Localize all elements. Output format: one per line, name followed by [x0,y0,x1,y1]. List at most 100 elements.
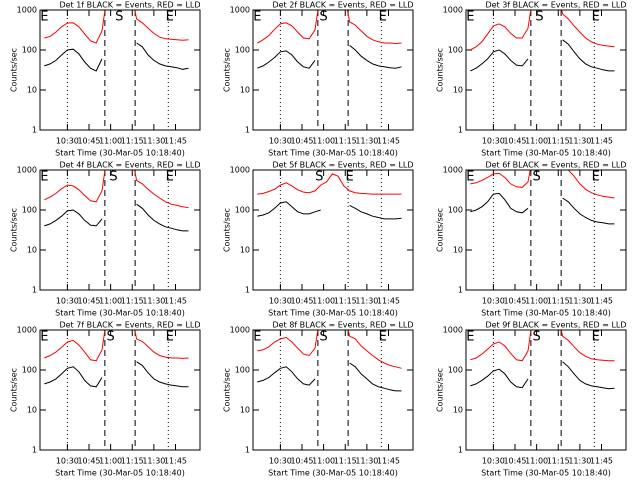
y-tick-label: 1 [245,446,250,455]
series-line [44,42,189,72]
x-tick-label: 10:30 [56,137,79,146]
plot-frame [465,9,627,131]
chart-title: Det 1f BLACK = Events, RED = LLD [59,1,200,10]
series-line [44,170,189,209]
annotation: S [535,10,543,25]
annotation: E [466,330,474,345]
series-line [44,361,189,388]
plot-frame [252,329,414,451]
x-tick-label: 11:45 [164,297,187,306]
chart-title: Det 3f BLACK = Events, RED = LLD [485,1,626,10]
series-line [470,10,615,51]
x-tick-label: 11:30 [568,457,591,466]
x-axis-label: Start Time (30-Mar-05 10:18:40) [481,309,611,318]
x-tick-label: 11:45 [377,137,400,146]
annotation: S [319,10,327,25]
x-tick-label: 11:15 [121,137,144,146]
y-tick-label: 10 [240,406,250,415]
annotation: S [106,330,114,345]
plot-frame [39,9,201,131]
panel: Det 9f BLACK = Events, RED = LLD Start Ti… [436,321,627,478]
panel: Det 5f BLACK = Events, RED = LLD Start Ti… [223,161,414,318]
x-tick-label: 11:30 [142,297,165,306]
series-line [470,361,615,390]
chart-title: Det 4f BLACK = Events, RED = LLD [59,161,200,170]
y-tick-label: 10 [453,246,463,255]
series-line [44,10,189,44]
x-tick-label: 10:30 [482,137,505,146]
series-line [257,362,402,392]
annotation: S [532,330,540,345]
x-axis-label: Start Time (30-Mar-05 10:18:40) [55,469,185,478]
y-tick-label: 1 [32,446,37,455]
annotation: S [109,170,117,185]
series-line [257,201,402,220]
x-tick-label: 11:45 [377,297,400,306]
panel: Det 2f BLACK = Events, RED = LLD Start Ti… [223,1,414,158]
annotation: S [315,170,323,185]
y-axis-label: Counts/sec [223,48,232,92]
x-tick-label: 11:15 [334,137,357,146]
y-axis-label: Counts/sec [223,208,232,252]
x-tick-label: 11:00 [525,457,548,466]
y-axis-label: Counts/sec [436,208,445,252]
x-tick-label: 11:00 [312,137,335,146]
x-tick-label: 11:15 [547,137,570,146]
panel: Det 3f BLACK = Events, RED = LLD Start Ti… [436,1,627,158]
series-line [44,330,189,362]
plot-frame [39,169,201,291]
x-tick-label: 11:15 [121,457,144,466]
annotation: E [592,330,600,345]
panel: Det 7f BLACK = Events, RED = LLD Start Ti… [10,321,201,478]
x-axis-label: Start Time (30-Mar-05 10:18:40) [55,309,185,318]
x-tick-label: 10:30 [56,297,79,306]
x-tick-label: 11:15 [121,297,144,306]
x-tick-label: 11:45 [377,457,400,466]
plot-frame [465,169,627,291]
x-tick-label: 10:45 [503,137,526,146]
annotation: E [466,10,474,25]
x-tick-label: 11:45 [164,137,187,146]
x-axis-label: Start Time (30-Mar-05 10:18:40) [481,469,611,478]
x-tick-label: 11:00 [312,297,335,306]
y-axis-label: Counts/sec [10,208,19,252]
series-line [257,10,402,45]
annotation: E [592,170,600,185]
y-axis-label: Counts/sec [436,368,445,412]
x-tick-label: 11:15 [334,457,357,466]
annotation: S [532,170,540,185]
annotation: E [253,10,261,25]
y-tick-label: 1000 [17,166,37,175]
y-tick-label: 100 [22,46,37,55]
x-tick-label: 10:45 [77,297,100,306]
y-tick-label: 1000 [17,326,37,335]
panel: Det 1f BLACK = Events, RED = LLD Start Ti… [10,1,201,158]
y-tick-label: 100 [235,366,250,375]
x-tick-label: 11:45 [590,297,613,306]
y-tick-label: 1 [32,126,37,135]
x-axis-label: Start Time (30-Mar-05 10:18:40) [268,469,398,478]
y-tick-label: 100 [22,366,37,375]
plot-frame [465,329,627,451]
x-tick-label: 10:30 [269,137,292,146]
annotation: E [253,330,261,345]
x-tick-label: 10:45 [77,137,100,146]
y-tick-label: 1 [458,446,463,455]
y-tick-label: 10 [27,406,37,415]
x-axis-label: Start Time (30-Mar-05 10:18:40) [481,149,611,158]
y-tick-label: 1000 [443,326,463,335]
series-line [44,203,189,232]
annotation: S [115,10,123,25]
y-tick-label: 1 [458,126,463,135]
annotation: E [466,170,474,185]
x-tick-label: 11:30 [142,457,165,466]
y-tick-label: 10 [453,406,463,415]
x-axis-label: Start Time (30-Mar-05 10:18:40) [55,149,185,158]
x-tick-label: 10:30 [482,297,505,306]
x-tick-label: 11:30 [355,297,378,306]
x-tick-label: 10:30 [482,457,505,466]
y-tick-label: 100 [448,46,463,55]
x-tick-label: 10:30 [56,457,79,466]
